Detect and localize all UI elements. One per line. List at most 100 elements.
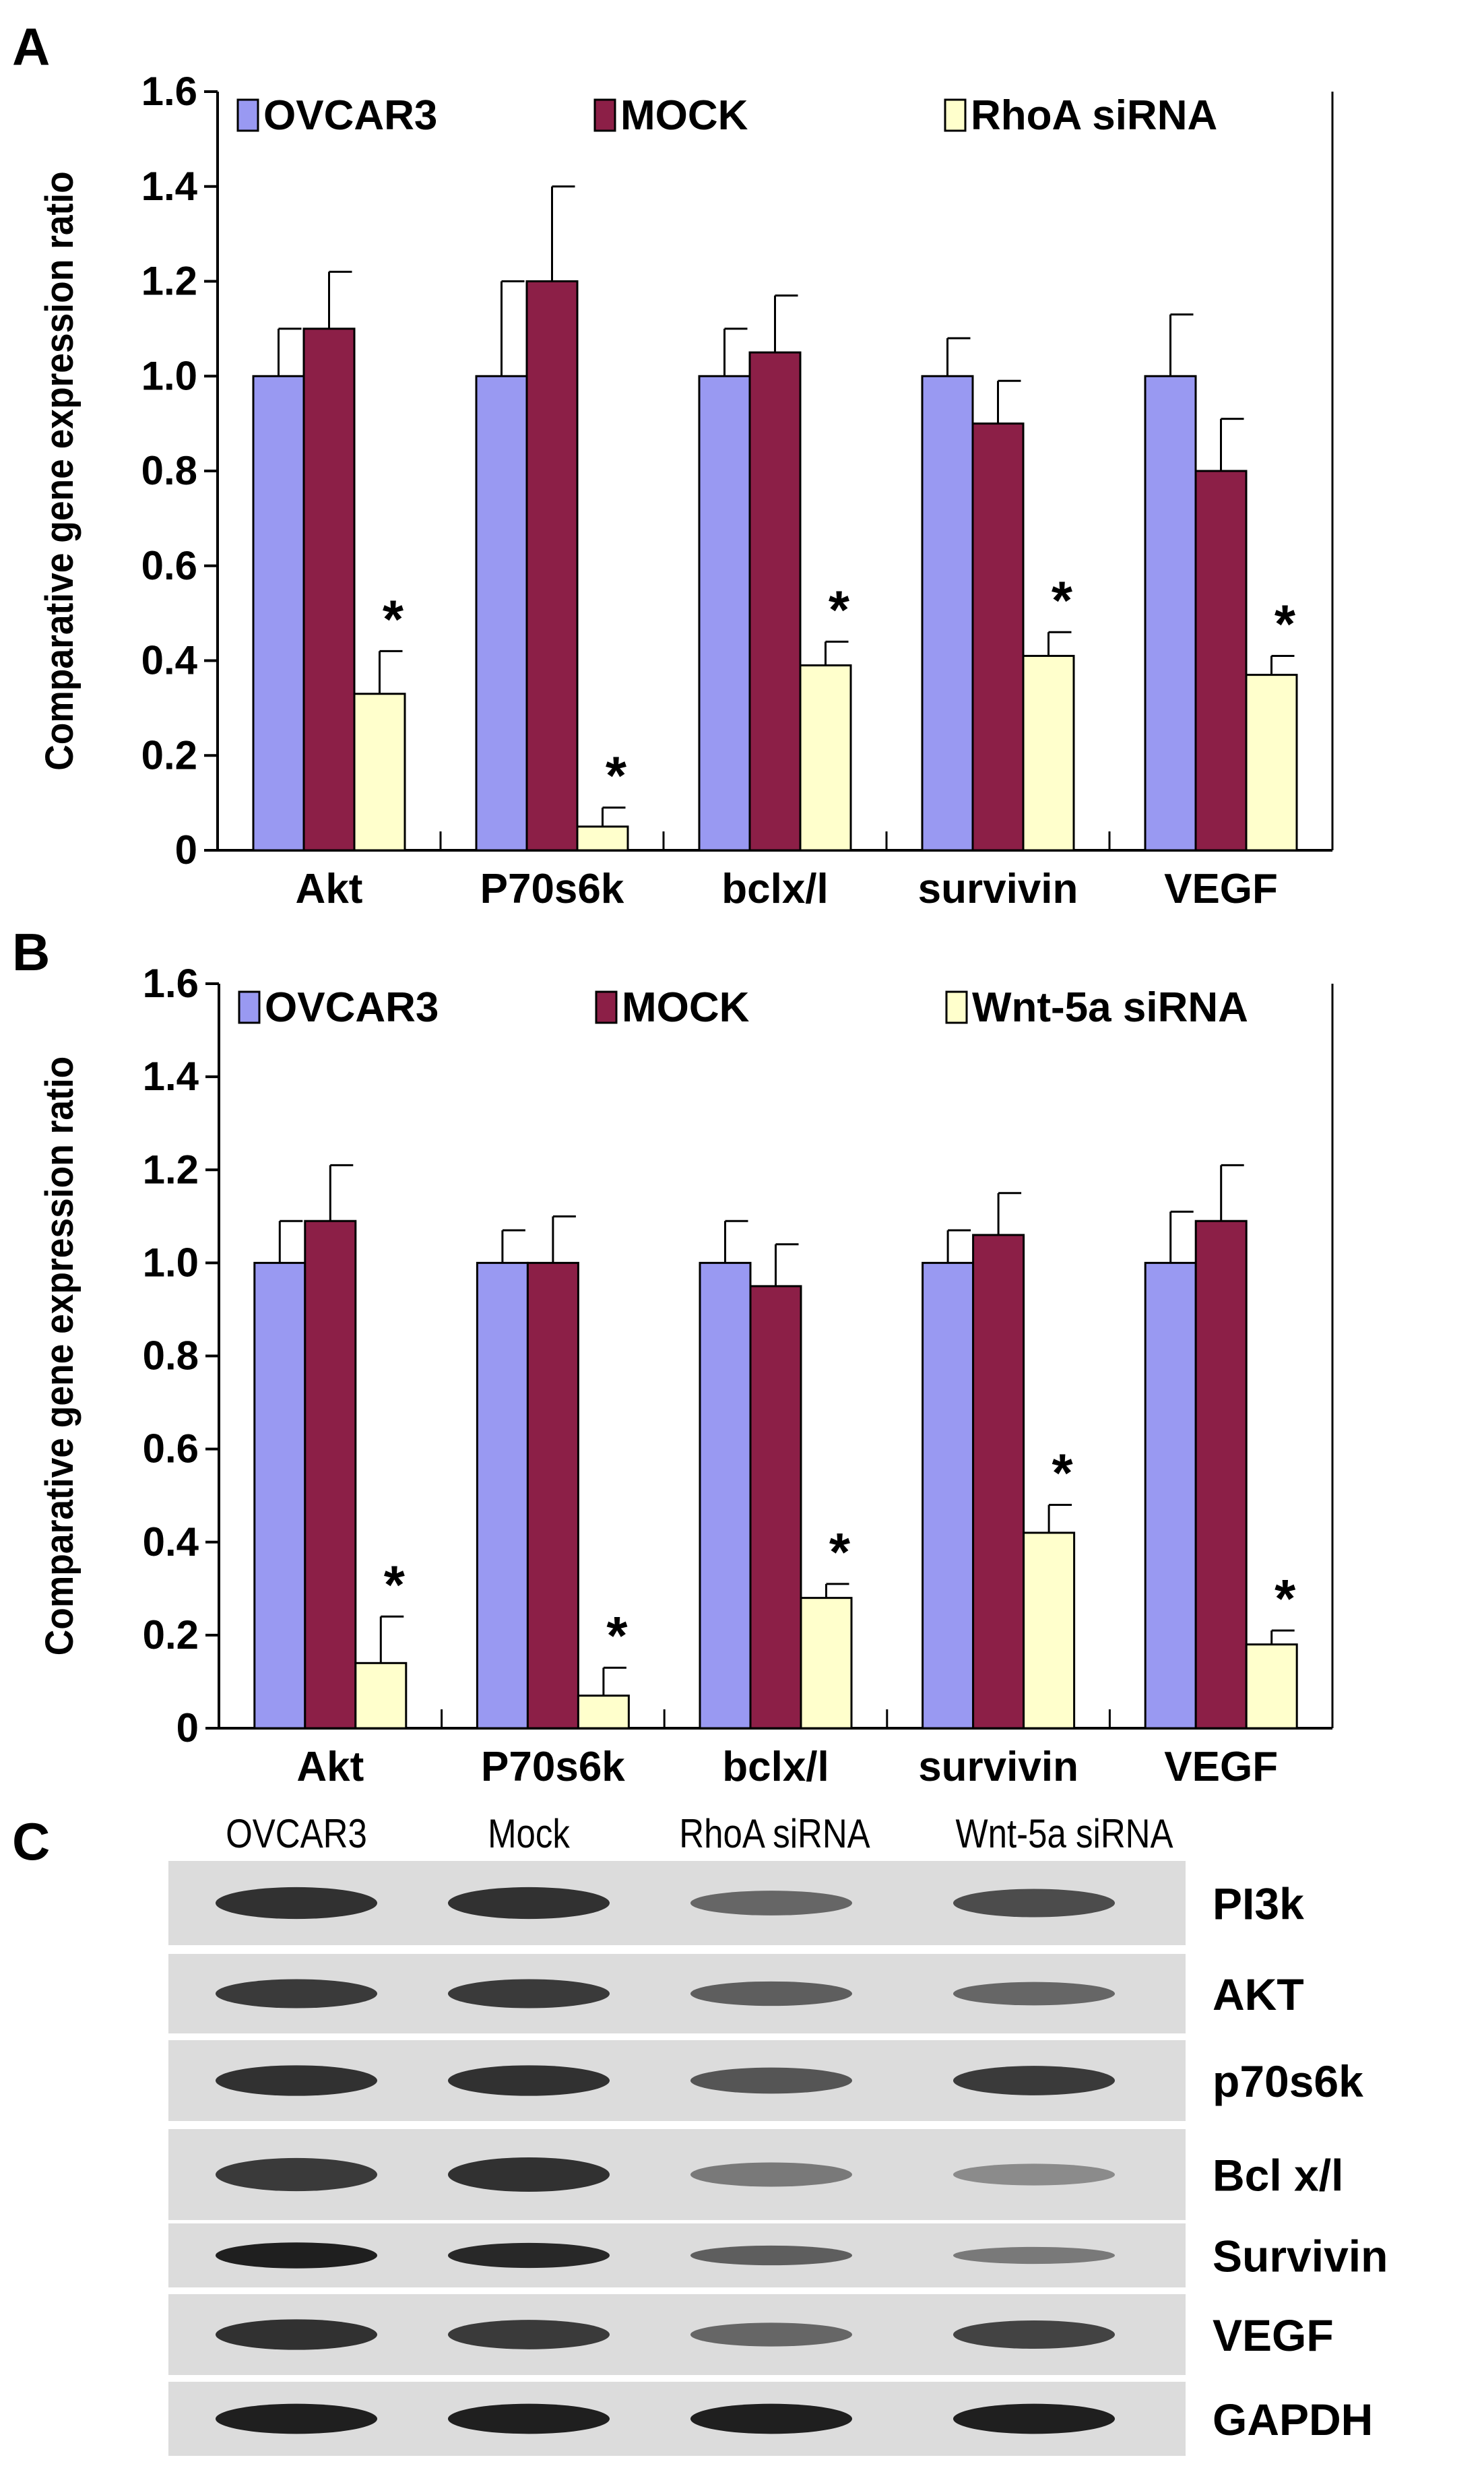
bar-ovcar3-vegf: [1144, 1261, 1197, 1730]
western-blot-panel-c: C OVCAR3 Mock RhoA siRNA Wnt-5a siRNA PI3k AKT…: [12, 1811, 1388, 2456]
bar-wnt-5a-sirna-bclx-l: [800, 1597, 853, 1730]
significance-marker: *: [829, 1522, 851, 1582]
bar-mock-akt: [302, 327, 356, 852]
blot-band-vegf-mock: [448, 2320, 610, 2349]
legend-swatch: [945, 990, 968, 1024]
y-axis-title: Comparative gene expression ratio: [38, 171, 82, 770]
blot-band-pi3k-wnt-5a-sirna: [953, 1889, 1115, 1918]
blot-band-p70s6k-ovcar3: [216, 2065, 377, 2096]
y-tick-label: 0: [176, 1705, 199, 1750]
y-tick-label: 1.2: [143, 1147, 199, 1192]
y-tick-label: 1.6: [143, 961, 199, 1006]
panel-label: A: [12, 17, 50, 76]
bar-rhoa-sirna-vegf: [1245, 674, 1298, 852]
significance-marker: *: [383, 589, 404, 649]
bar-ovcar3-p70s6k: [476, 1261, 529, 1730]
bar-ovcar3-p70s6k: [475, 375, 528, 852]
y-tick-label: 0.8: [141, 448, 197, 493]
legend-swatch: [595, 990, 618, 1024]
blot-band-gapdh-wnt-5a-sirna: [953, 2403, 1115, 2434]
x-category-label: P70s6k: [480, 866, 624, 912]
blot-band-akt-rhoa-sirna: [690, 1981, 852, 2006]
y-tick-label: 0.6: [143, 1426, 199, 1472]
chart-panel-b: B 0 0.2 0.4 0.6 0.8 1.0 1.2 1.4 1.6 Comparative ge…: [12, 922, 1334, 1790]
significance-marker: *: [384, 1554, 406, 1614]
bar-rhoa-sirna-p70s6k: [576, 825, 629, 852]
blot-band-gapdh-mock: [448, 2403, 610, 2434]
bar-wnt-5a-sirna-vegf: [1245, 1643, 1298, 1730]
y-tick-label: 1.0: [141, 353, 197, 398]
bar-ovcar3-survivin: [921, 375, 974, 852]
panel-label: C: [12, 1812, 50, 1871]
significance-marker: *: [606, 746, 627, 806]
lane-label: OVCAR3: [226, 1811, 367, 1856]
blot-row-label: VEGF: [1213, 2310, 1334, 2360]
blot-band-pi3k-ovcar3: [216, 1887, 377, 1920]
legend-label: MOCK: [622, 984, 750, 1031]
blot-band-gapdh-rhoa-sirna: [690, 2403, 852, 2434]
blot-band-survivin-ovcar3: [216, 2242, 377, 2269]
blot-row-label: GAPDH: [1213, 2395, 1373, 2444]
panel-label: B: [12, 922, 50, 982]
blot-band-p70s6k-mock: [448, 2065, 610, 2096]
x-category-label: P70s6k: [481, 1744, 625, 1790]
y-tick-label: 1.0: [143, 1240, 199, 1285]
significance-marker: *: [1052, 570, 1073, 630]
y-tick-label: 0.6: [141, 543, 197, 588]
blot-band-bcl-x-l-rhoa-sirna: [690, 2162, 852, 2187]
bar-ovcar3-akt: [253, 1261, 307, 1730]
legend-label: Wnt-5a siRNA: [972, 984, 1248, 1031]
blot-row-label: PI3k: [1213, 1879, 1304, 1929]
lane-label: Mock: [488, 1811, 570, 1856]
blot-band-vegf-wnt-5a-sirna: [953, 2320, 1115, 2349]
bar-rhoa-sirna-bclx-l: [799, 664, 852, 852]
bar-rhoa-sirna-akt: [353, 693, 406, 852]
bar-mock-vegf: [1194, 470, 1248, 852]
legend-swatch: [238, 990, 261, 1024]
bar-mock-bclx-l: [749, 1285, 802, 1730]
blot-band-p70s6k-wnt-5a-sirna: [953, 2066, 1115, 2095]
significance-marker: *: [606, 1606, 628, 1666]
y-tick-label: 0: [175, 827, 197, 873]
bar-wnt-5a-sirna-p70s6k: [577, 1695, 630, 1730]
blot-band-akt-wnt-5a-sirna: [953, 1982, 1115, 2006]
x-category-label: survivin: [918, 866, 1078, 912]
bar-wnt-5a-sirna-survivin: [1023, 1531, 1076, 1730]
y-tick-label: 1.2: [141, 259, 197, 304]
legend-swatch: [236, 98, 259, 132]
significance-marker: *: [1275, 594, 1296, 654]
significance-marker: *: [829, 579, 850, 639]
blot-band-bcl-x-l-ovcar3: [216, 2157, 377, 2192]
blot-band-gapdh-ovcar3: [216, 2403, 377, 2434]
blot-band-pi3k-rhoa-sirna: [690, 1891, 852, 1916]
bar-mock-akt: [304, 1220, 357, 1730]
blot-band-akt-mock: [448, 1979, 610, 2008]
bar-ovcar3-bclx-l: [698, 375, 751, 852]
blot-band-akt-ovcar3: [216, 1979, 377, 2008]
y-tick-label: 0.8: [143, 1333, 199, 1379]
bar-rhoa-sirna-survivin: [1022, 654, 1075, 852]
significance-marker: *: [1275, 1569, 1296, 1628]
blot-band-p70s6k-rhoa-sirna: [690, 2067, 852, 2094]
y-tick-label: 1.4: [141, 164, 198, 209]
lane-label: RhoA siRNA: [679, 1811, 870, 1856]
legend-swatch: [593, 98, 616, 132]
bar-ovcar3-vegf: [1144, 375, 1197, 852]
blot-band-bcl-x-l-mock: [448, 2157, 610, 2192]
bar-ovcar3-survivin: [922, 1261, 975, 1730]
y-axis-title: Comparative gene expression ratio: [38, 1056, 82, 1655]
legend-label: OVCAR3: [263, 92, 437, 139]
bar-mock-bclx-l: [748, 351, 802, 852]
blot-band-survivin-rhoa-sirna: [690, 2245, 852, 2266]
blot-band-pi3k-mock: [448, 1887, 610, 1920]
blot-band-vegf-rhoa-sirna: [690, 2322, 852, 2347]
bar-mock-p70s6k: [525, 280, 579, 852]
bar-ovcar3-akt: [252, 375, 305, 852]
legend-label: MOCK: [620, 92, 748, 139]
y-tick-label: 0.2: [143, 1612, 199, 1657]
bar-mock-survivin: [971, 422, 1025, 852]
x-category-label: survivin: [918, 1744, 1078, 1790]
blot-row-label: Survivin: [1213, 2232, 1388, 2281]
blot-row-label: Bcl x/l: [1213, 2151, 1343, 2201]
